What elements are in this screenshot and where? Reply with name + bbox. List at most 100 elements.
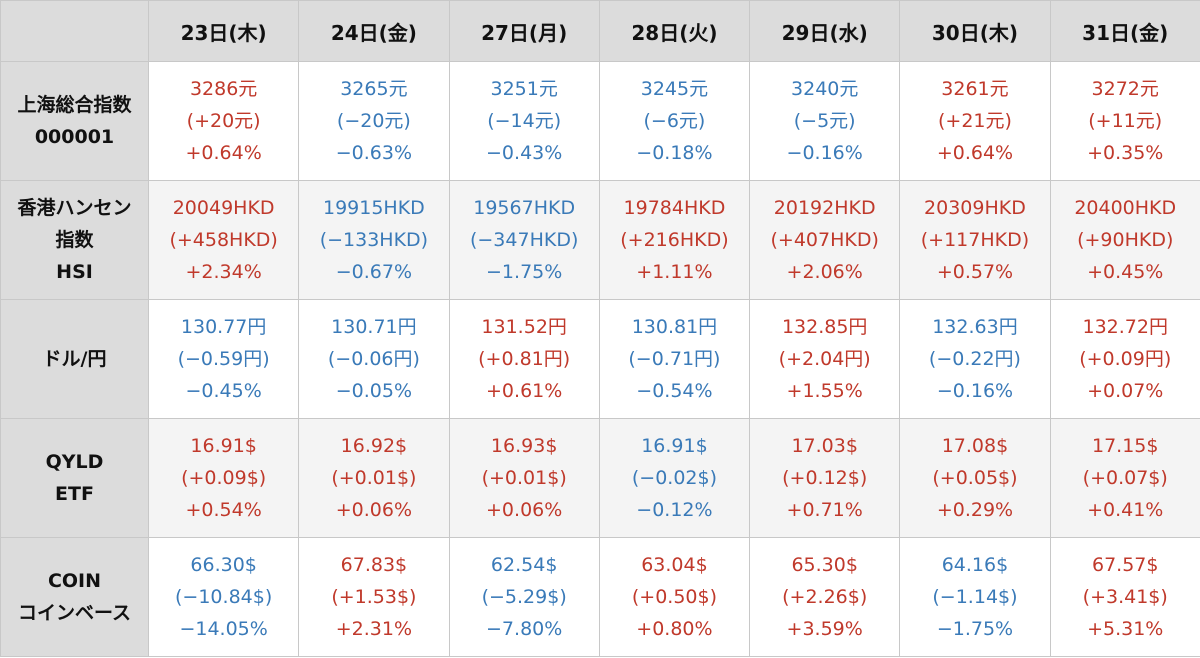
quote-percent: −0.05% (335, 380, 413, 402)
quote-percent: +2.31% (335, 618, 413, 640)
quote-price: 65.30$ (791, 554, 858, 576)
quote-cell: 132.63円 (−0.22円) −0.16% (899, 299, 1051, 419)
quote-cell: 130.81円 (−0.71円) −0.54% (598, 299, 751, 419)
quote-change: (−14元) (487, 110, 562, 132)
quote-cell: 64.16$ (−1.14$) −1.75% (899, 537, 1051, 657)
quote-price: 20192HKD (773, 197, 876, 219)
quote-percent: +0.71% (786, 499, 863, 521)
quote-change: (+0.09$) (181, 467, 267, 489)
quote-change: (−6元) (643, 110, 706, 132)
day-header: 24日(金) (298, 0, 450, 62)
row-label-line: COIN (47, 570, 102, 592)
quote-price: 130.77円 (180, 316, 267, 338)
quote-cell: 3261元 (+21元) +0.64% (899, 61, 1051, 181)
quote-cell: 16.93$ (+0.01$) +0.06% (448, 418, 600, 538)
row-label-line: 000001 (34, 126, 115, 148)
quote-percent: −0.43% (486, 142, 563, 164)
quote-change: (+11元) (1088, 110, 1163, 132)
quote-percent: +2.34% (185, 261, 262, 283)
usd-jpy-row: ドル/円 130.77円 (−0.59円) −0.45% 130.71円 (−0.06円)… (0, 299, 1200, 419)
quote-cell: 17.03$ (+0.12$) +0.71% (749, 418, 901, 538)
quote-cell: 16.92$ (+0.01$) +0.06% (298, 418, 450, 538)
quote-change: (+2.26$) (782, 586, 868, 608)
quote-cell: 66.30$ (−10.84$) −14.05% (147, 537, 300, 657)
quote-cell: 20192HKD (+407HKD) +2.06% (749, 180, 901, 300)
quote-price: 130.81円 (631, 316, 718, 338)
quote-price: 16.91$ (641, 435, 708, 457)
quote-cell: 67.83$ (+1.53$) +2.31% (298, 537, 450, 657)
quote-percent: −0.67% (335, 261, 413, 283)
quote-cell: 62.54$ (−5.29$) −7.80% (448, 537, 600, 657)
day-header: 27日(月) (448, 0, 600, 62)
quote-price: 63.04$ (641, 554, 708, 576)
quote-percent: +0.41% (1087, 499, 1164, 521)
day-header: 30日(木) (899, 0, 1051, 62)
quote-percent: −0.18% (636, 142, 713, 164)
quote-change: (−0.22円) (928, 348, 1021, 370)
quote-price: 3245元 (640, 78, 709, 100)
quote-percent: −0.54% (636, 380, 713, 402)
row-label: 上海総合指数 000001 (0, 61, 149, 181)
quote-price: 20049HKD (172, 197, 275, 219)
quote-percent: −0.63% (335, 142, 413, 164)
quote-change: (+1.53$) (331, 586, 417, 608)
quote-change: (+0.01$) (481, 467, 567, 489)
row-label-line: HSI (56, 261, 93, 283)
quote-change: (−0.71円) (628, 348, 721, 370)
quote-percent: −14.05% (179, 618, 268, 640)
day-header: 23日(木) (147, 0, 300, 62)
quote-price: 20400HKD (1074, 197, 1177, 219)
quote-price: 64.16$ (941, 554, 1009, 576)
quote-price: 17.08$ (941, 435, 1009, 457)
quote-price: 17.15$ (1091, 435, 1159, 457)
quote-percent: +0.06% (335, 499, 413, 521)
row-label-line: 指数 (55, 229, 94, 251)
quote-price: 3261元 (941, 78, 1009, 100)
header-row: 23日(木) 24日(金) 27日(月) 28日(火) 29日(水) 30日(木… (0, 0, 1200, 62)
quote-cell: 16.91$ (+0.09$) +0.54% (147, 418, 300, 538)
quote-change: (+0.05$) (932, 467, 1018, 489)
quote-cell: 20049HKD (+458HKD) +2.34% (147, 180, 300, 300)
quote-cell: 20400HKD (+90HKD) +0.45% (1049, 180, 1200, 300)
quote-cell: 3240元 (−5元) −0.16% (749, 61, 901, 181)
row-label-line: 香港ハンセン (17, 197, 132, 219)
quote-percent: −1.75% (486, 261, 563, 283)
quote-cell: 16.91$ (−0.02$) −0.12% (598, 418, 751, 538)
quote-cell: 131.52円 (+0.81円) +0.61% (448, 299, 600, 419)
quote-change: (+2.04円) (778, 348, 871, 370)
quote-percent: −0.16% (786, 142, 863, 164)
quote-cell: 17.08$ (+0.05$) +0.29% (899, 418, 1051, 538)
quote-percent: +2.06% (786, 261, 863, 283)
quote-percent: −0.12% (636, 499, 713, 521)
quote-price: 19915HKD (322, 197, 425, 219)
quote-change: (−133HKD) (319, 229, 429, 251)
quote-percent: +0.06% (486, 499, 563, 521)
quote-percent: +0.57% (936, 261, 1014, 283)
coin-row: COIN コインベース 66.30$ (−10.84$) −14.05% 67.83$ (+… (0, 537, 1200, 657)
row-label: 香港ハンセン 指数 HSI (0, 180, 149, 300)
quote-change: (−347HKD) (469, 229, 579, 251)
quote-change: (+458HKD) (169, 229, 278, 251)
quote-change: (+407HKD) (770, 229, 879, 251)
quote-percent: +0.54% (185, 499, 262, 521)
quote-percent: +0.80% (636, 618, 713, 640)
day-header: 31日(金) (1049, 0, 1200, 62)
quote-price: 67.57$ (1091, 554, 1159, 576)
quote-percent: +5.31% (1087, 618, 1164, 640)
quote-percent: +3.59% (786, 618, 863, 640)
qyld-row: QYLD ETF 16.91$ (+0.09$) +0.54% 16.92$ (+0.01$… (0, 418, 1200, 538)
quote-change: (+0.50$) (631, 586, 717, 608)
quote-change: (−5.29$) (481, 586, 567, 608)
quote-cell: 3286元 (+20元) +0.64% (147, 61, 300, 181)
quote-price: 132.85円 (781, 316, 868, 338)
quote-percent: −0.45% (185, 380, 262, 402)
row-label-line: コインベース (17, 602, 132, 624)
quote-change: (+90HKD) (1077, 229, 1174, 251)
quote-change: (+21元) (937, 110, 1012, 132)
row-label-line: 上海総合指数 (17, 94, 132, 116)
quote-cell: 65.30$ (+2.26$) +3.59% (749, 537, 901, 657)
quote-change: (−20元) (336, 110, 411, 132)
quote-percent: +0.35% (1087, 142, 1164, 164)
quote-price: 3240元 (791, 78, 859, 100)
quote-percent: +0.45% (1087, 261, 1164, 283)
